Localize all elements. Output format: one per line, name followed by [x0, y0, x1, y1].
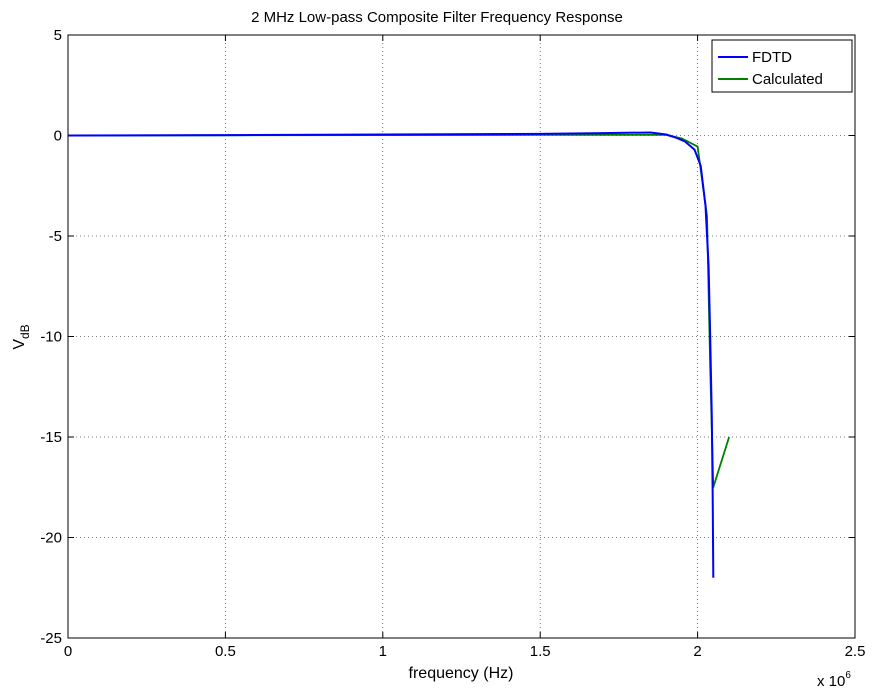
legend: FDTD Calculated: [711, 39, 853, 93]
legend-label-calculated: Calculated: [752, 71, 823, 88]
y-tick-label: 0: [54, 128, 62, 145]
y-tick-label: -25: [40, 630, 62, 647]
x-tick-label: 1: [379, 643, 387, 660]
series-lines: [67, 131, 730, 578]
y-axis-label-main: V: [11, 339, 28, 350]
x-tick-labels: 0 0.5 1 1.5 2 2.5: [64, 643, 866, 660]
y-tick-label: 5: [54, 27, 62, 44]
y-axis-label-sub: dB: [18, 324, 32, 339]
x-tick-label: 2: [693, 643, 701, 660]
x-tick-label: 1.5: [530, 643, 551, 660]
svg-text:VdB: VdB: [11, 324, 32, 349]
svg-text:x 106: x 106: [817, 670, 851, 690]
x-tick-label: 0.5: [215, 643, 236, 660]
series-line-fdtd: [67, 131, 715, 578]
y-tick-label: -10: [40, 329, 62, 346]
y-tick-label: -15: [40, 429, 62, 446]
y-tick-label: -20: [40, 530, 62, 547]
chart-title: 2 MHz Low-pass Composite Filter Frequenc…: [251, 9, 623, 26]
y-tick-label: -5: [49, 228, 62, 245]
y-tick-labels: 5 0 -5 -10 -15 -20 -25: [40, 27, 62, 647]
legend-label-fdtd: FDTD: [752, 49, 792, 66]
x-axis-multiplier: x 106: [817, 670, 851, 690]
x-multiplier-base: x 10: [817, 673, 845, 690]
legend-box: [711, 39, 853, 93]
x-multiplier-exponent: 6: [845, 670, 851, 681]
x-tick-label: 0: [64, 643, 72, 660]
x-axis-label: frequency (Hz): [409, 665, 514, 682]
y-axis-label: VdB: [11, 324, 32, 349]
x-tick-label: 2.5: [845, 643, 866, 660]
plot-frame: [67, 34, 856, 639]
